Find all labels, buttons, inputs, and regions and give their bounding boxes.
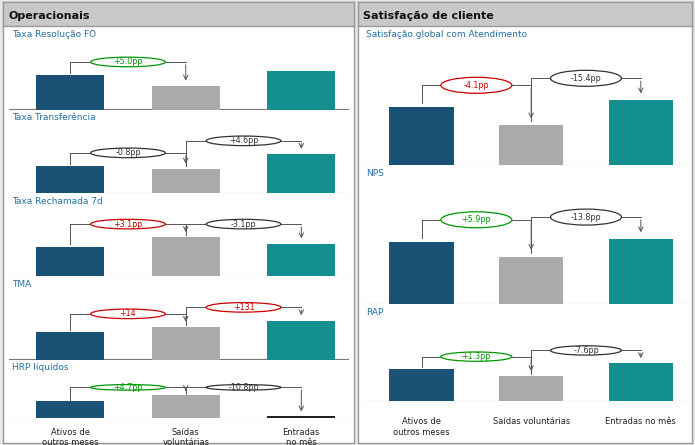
Text: HRP líquidos: HRP líquidos xyxy=(12,363,68,372)
Ellipse shape xyxy=(550,209,621,225)
Bar xyxy=(499,125,564,165)
Bar xyxy=(609,363,673,401)
Ellipse shape xyxy=(90,148,165,158)
Bar xyxy=(389,369,454,401)
Text: +14: +14 xyxy=(120,309,136,318)
Bar xyxy=(609,100,673,165)
Bar xyxy=(36,166,104,193)
Text: -15.4pp: -15.4pp xyxy=(571,74,601,83)
Ellipse shape xyxy=(90,309,165,319)
Bar xyxy=(268,416,335,418)
Bar xyxy=(268,71,335,110)
Ellipse shape xyxy=(206,219,281,229)
Bar xyxy=(36,401,104,418)
Bar xyxy=(268,243,335,276)
Bar xyxy=(152,395,220,418)
Ellipse shape xyxy=(441,77,512,93)
Text: RAP: RAP xyxy=(366,307,384,316)
Text: NPS: NPS xyxy=(366,169,384,178)
Text: TMA: TMA xyxy=(12,280,31,289)
Ellipse shape xyxy=(90,384,165,390)
Bar xyxy=(152,237,220,276)
Text: +131: +131 xyxy=(233,303,254,312)
Text: Satisfação de cliente: Satisfação de cliente xyxy=(363,11,493,20)
Bar xyxy=(36,247,104,276)
Text: Taxa Transferência: Taxa Transferência xyxy=(12,113,95,122)
Text: +5.9pp: +5.9pp xyxy=(461,215,491,224)
Bar xyxy=(609,239,673,304)
Text: +5.0pp: +5.0pp xyxy=(113,57,142,66)
Bar xyxy=(389,242,454,304)
Text: Saídas
voluntárias: Saídas voluntárias xyxy=(162,428,209,445)
Bar xyxy=(152,86,220,110)
Ellipse shape xyxy=(206,303,281,312)
Ellipse shape xyxy=(550,70,621,86)
Text: Entradas no mês: Entradas no mês xyxy=(605,417,676,426)
Bar xyxy=(36,75,104,110)
Ellipse shape xyxy=(550,346,621,355)
Text: -0.8pp: -0.8pp xyxy=(115,148,141,158)
Text: Satisfação global com Atendimento: Satisfação global com Atendimento xyxy=(366,30,528,39)
Ellipse shape xyxy=(90,219,165,229)
Ellipse shape xyxy=(90,57,165,67)
Bar xyxy=(152,327,220,360)
Text: -3.1pp: -3.1pp xyxy=(231,219,256,229)
Bar xyxy=(268,320,335,360)
Text: +3.1pp: +3.1pp xyxy=(113,219,142,229)
Text: +1.3pp: +1.3pp xyxy=(461,352,491,361)
Text: -4.1pp: -4.1pp xyxy=(464,81,489,90)
Text: +4.7pp: +4.7pp xyxy=(113,383,142,392)
Ellipse shape xyxy=(206,384,281,390)
Text: Ativos de
outros meses: Ativos de outros meses xyxy=(42,428,99,445)
Bar xyxy=(152,169,220,193)
Bar xyxy=(499,376,564,401)
Text: Saídas voluntárias: Saídas voluntárias xyxy=(493,417,570,426)
Text: -10.8pp: -10.8pp xyxy=(228,383,259,392)
Bar xyxy=(389,107,454,165)
Text: -7.6pp: -7.6pp xyxy=(573,346,599,355)
Text: -13.8pp: -13.8pp xyxy=(571,213,601,222)
Text: Operacionais: Operacionais xyxy=(9,11,90,20)
Text: Ativos de
outros meses: Ativos de outros meses xyxy=(393,417,450,437)
Bar xyxy=(268,154,335,193)
Bar xyxy=(36,332,104,360)
Text: +4.6pp: +4.6pp xyxy=(229,136,259,146)
Bar xyxy=(499,257,564,304)
Text: Entradas
no mês: Entradas no mês xyxy=(283,428,320,445)
Ellipse shape xyxy=(441,352,512,361)
Ellipse shape xyxy=(206,136,281,146)
Text: Taxa Resolução FO: Taxa Resolução FO xyxy=(12,30,96,39)
Text: Taxa Rechamada 7d: Taxa Rechamada 7d xyxy=(12,197,103,206)
Ellipse shape xyxy=(441,212,512,228)
